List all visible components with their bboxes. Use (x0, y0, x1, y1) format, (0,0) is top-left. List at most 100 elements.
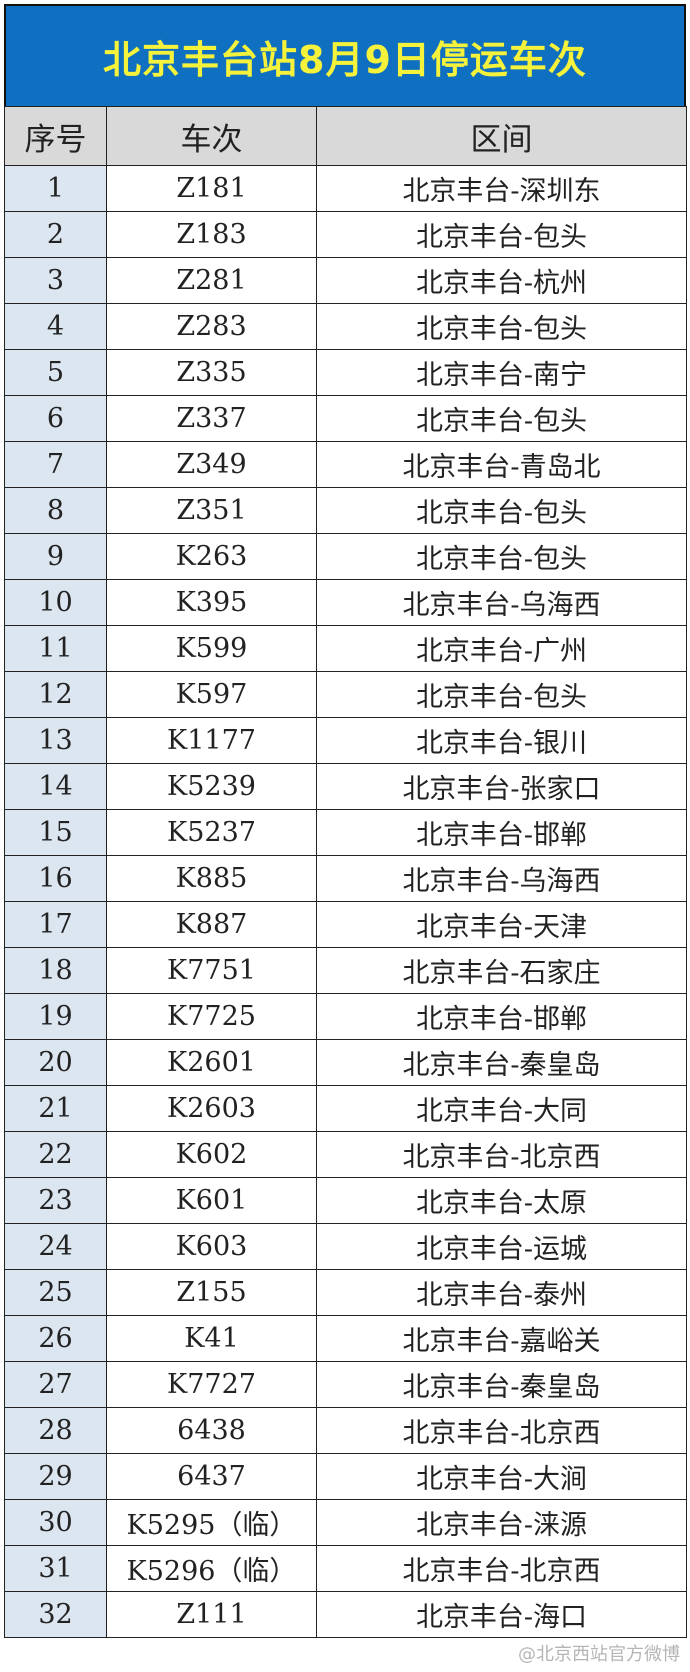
row-route: 北京丰台-嘉峪关 (316, 1315, 687, 1362)
table-row: 29 6437 北京丰台-大涧 (4, 1453, 687, 1500)
row-train: K7751 (106, 947, 317, 994)
header-index: 序号 (4, 106, 107, 166)
table-row: 17 K887 北京丰台-天津 (4, 901, 687, 948)
table-row: 22 K602 北京丰台-北京西 (4, 1131, 687, 1178)
row-index: 5 (4, 349, 107, 396)
row-route: 北京丰台-包头 (316, 211, 687, 258)
table-row: 13 K1177 北京丰台-银川 (4, 717, 687, 764)
row-index: 28 (4, 1407, 107, 1454)
page-title: 北京丰台站8月9日停运车次 (4, 4, 686, 108)
row-train: Z351 (106, 487, 317, 534)
row-train: K602 (106, 1131, 317, 1178)
row-index: 32 (4, 1591, 107, 1638)
row-train: K601 (106, 1177, 317, 1224)
row-index: 23 (4, 1177, 107, 1224)
table-row: 5 Z335 北京丰台-南宁 (4, 349, 687, 396)
row-index: 6 (4, 395, 107, 442)
row-index: 25 (4, 1269, 107, 1316)
row-route: 北京丰台-深圳东 (316, 165, 687, 212)
row-route: 北京丰台-邯郸 (316, 993, 687, 1040)
table-row: 6 Z337 北京丰台-包头 (4, 395, 687, 442)
row-route: 北京丰台-包头 (316, 671, 687, 718)
row-index: 1 (4, 165, 107, 212)
row-index: 31 (4, 1545, 107, 1592)
table-row: 16 K885 北京丰台-乌海西 (4, 855, 687, 902)
row-route: 北京丰台-秦皇岛 (316, 1361, 687, 1408)
row-index: 13 (4, 717, 107, 764)
row-route: 北京丰台-海口 (316, 1591, 687, 1638)
table-row: 30 K5295（临） 北京丰台-涞源 (4, 1499, 687, 1546)
table-row: 18 K7751 北京丰台-石家庄 (4, 947, 687, 994)
row-index: 26 (4, 1315, 107, 1362)
row-train: K7725 (106, 993, 317, 1040)
table-row: 12 K597 北京丰台-包头 (4, 671, 687, 718)
row-index: 11 (4, 625, 107, 672)
row-index: 30 (4, 1499, 107, 1546)
row-route: 北京丰台-北京西 (316, 1131, 687, 1178)
row-route: 北京丰台-太原 (316, 1177, 687, 1224)
row-index: 20 (4, 1039, 107, 1086)
table-row: 20 K2601 北京丰台-秦皇岛 (4, 1039, 687, 1086)
row-route: 北京丰台-北京西 (316, 1545, 687, 1592)
row-train: K395 (106, 579, 317, 626)
row-route: 北京丰台-包头 (316, 303, 687, 350)
table-row: 15 K5237 北京丰台-邯郸 (4, 809, 687, 856)
table-row: 24 K603 北京丰台-运城 (4, 1223, 687, 1270)
row-route: 北京丰台-秦皇岛 (316, 1039, 687, 1086)
row-route: 北京丰台-南宁 (316, 349, 687, 396)
row-train: Z349 (106, 441, 317, 488)
row-index: 2 (4, 211, 107, 258)
table-row: 8 Z351 北京丰台-包头 (4, 487, 687, 534)
row-train: Z155 (106, 1269, 317, 1316)
row-train: K597 (106, 671, 317, 718)
row-train: K5237 (106, 809, 317, 856)
row-index: 27 (4, 1361, 107, 1408)
table-row: 32 Z111 北京丰台-海口 (4, 1591, 687, 1638)
row-route: 北京丰台-包头 (316, 533, 687, 580)
table-row: 3 Z281 北京丰台-杭州 (4, 257, 687, 304)
table-row: 10 K395 北京丰台-乌海西 (4, 579, 687, 626)
row-route: 北京丰台-泰州 (316, 1269, 687, 1316)
row-route: 北京丰台-涞源 (316, 1499, 687, 1546)
row-index: 24 (4, 1223, 107, 1270)
row-train: Z181 (106, 165, 317, 212)
row-train: Z281 (106, 257, 317, 304)
table-row: 14 K5239 北京丰台-张家口 (4, 763, 687, 810)
row-route: 北京丰台-张家口 (316, 763, 687, 810)
row-train: K5295（临） (106, 1499, 317, 1546)
row-index: 3 (4, 257, 107, 304)
table-row: 11 K599 北京丰台-广州 (4, 625, 687, 672)
table-row: 25 Z155 北京丰台-泰州 (4, 1269, 687, 1316)
row-train: K885 (106, 855, 317, 902)
row-index: 10 (4, 579, 107, 626)
row-index: 9 (4, 533, 107, 580)
table-row: 9 K263 北京丰台-包头 (4, 533, 687, 580)
row-route: 北京丰台-银川 (316, 717, 687, 764)
row-train: K887 (106, 901, 317, 948)
row-route: 北京丰台-大同 (316, 1085, 687, 1132)
row-train: K603 (106, 1223, 317, 1270)
table-row: 23 K601 北京丰台-太原 (4, 1177, 687, 1224)
table-row: 27 K7727 北京丰台-秦皇岛 (4, 1361, 687, 1408)
row-train: Z337 (106, 395, 317, 442)
row-index: 4 (4, 303, 107, 350)
table-row: 21 K2603 北京丰台-大同 (4, 1085, 687, 1132)
row-train: K2601 (106, 1039, 317, 1086)
row-train: Z111 (106, 1591, 317, 1638)
row-index: 17 (4, 901, 107, 948)
row-train: 6438 (106, 1407, 317, 1454)
row-index: 29 (4, 1453, 107, 1500)
row-index: 7 (4, 441, 107, 488)
row-index: 16 (4, 855, 107, 902)
row-index: 14 (4, 763, 107, 810)
row-train: Z183 (106, 211, 317, 258)
header-route: 区间 (316, 106, 687, 166)
row-route: 北京丰台-乌海西 (316, 855, 687, 902)
row-index: 22 (4, 1131, 107, 1178)
row-train: Z335 (106, 349, 317, 396)
table-row: 2 Z183 北京丰台-包头 (4, 211, 687, 258)
row-train: Z283 (106, 303, 317, 350)
row-route: 北京丰台-乌海西 (316, 579, 687, 626)
row-index: 12 (4, 671, 107, 718)
table-header-row: 序号 车次 区间 (4, 106, 687, 166)
